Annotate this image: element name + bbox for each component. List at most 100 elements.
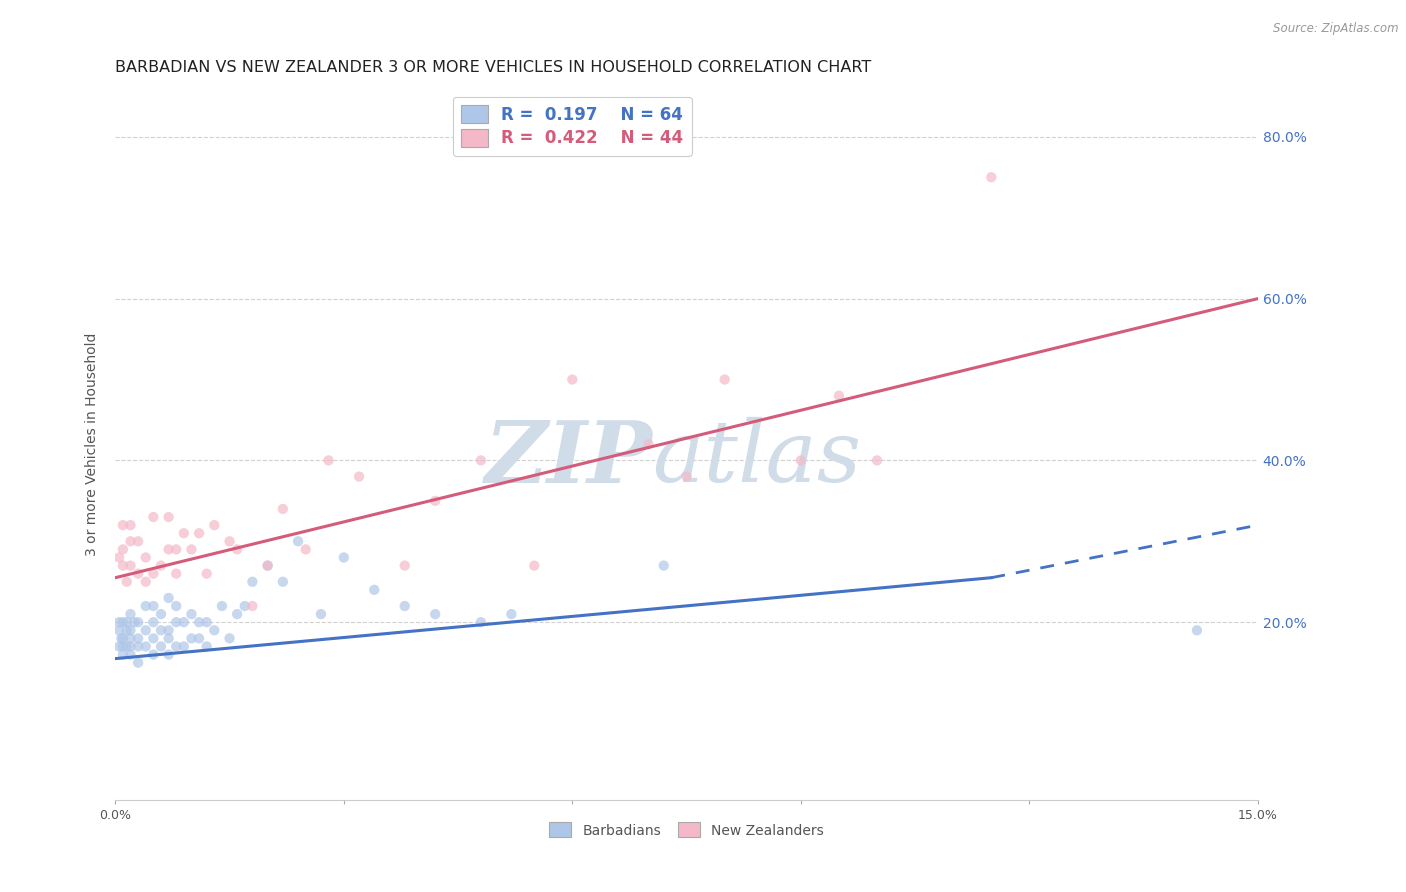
Point	[127, 566, 149, 581]
Y-axis label: 3 or more Vehicles in Household: 3 or more Vehicles in Household	[86, 333, 100, 556]
Point	[157, 510, 180, 524]
Point	[1185, 624, 1208, 638]
Point	[713, 372, 735, 386]
Point	[111, 648, 134, 662]
Point	[195, 615, 218, 630]
Point	[980, 170, 1002, 185]
Point	[120, 648, 142, 662]
Point	[142, 632, 165, 646]
Point	[142, 615, 165, 630]
Point	[157, 591, 180, 605]
Point	[111, 632, 134, 646]
Point	[165, 542, 187, 557]
Point	[188, 526, 211, 541]
Legend: Barbadians, New Zealanders: Barbadians, New Zealanders	[544, 817, 830, 843]
Point	[142, 566, 165, 581]
Point	[287, 534, 309, 549]
Point	[242, 574, 264, 589]
Point	[218, 632, 240, 646]
Point	[211, 599, 233, 613]
Point	[173, 526, 195, 541]
Point	[149, 607, 172, 621]
Point	[271, 502, 294, 516]
Point	[111, 542, 134, 557]
Point	[120, 558, 142, 573]
Text: BARBADIAN VS NEW ZEALANDER 3 OR MORE VEHICLES IN HOUSEHOLD CORRELATION CHART: BARBADIAN VS NEW ZEALANDER 3 OR MORE VEH…	[115, 60, 872, 75]
Point	[188, 615, 211, 630]
Point	[120, 534, 142, 549]
Point	[226, 542, 249, 557]
Point	[165, 566, 187, 581]
Point	[127, 632, 149, 646]
Point	[294, 542, 316, 557]
Point	[157, 542, 180, 557]
Point	[135, 599, 157, 613]
Point	[333, 550, 356, 565]
Point	[309, 607, 332, 621]
Point	[828, 389, 851, 403]
Point	[108, 640, 131, 654]
Point	[127, 640, 149, 654]
Point	[127, 534, 149, 549]
Point	[120, 632, 142, 646]
Point	[127, 615, 149, 630]
Point	[347, 469, 370, 483]
Point	[470, 615, 492, 630]
Point	[180, 632, 202, 646]
Point	[135, 640, 157, 654]
Point	[675, 469, 697, 483]
Point	[165, 599, 187, 613]
Point	[115, 574, 138, 589]
Point	[111, 640, 134, 654]
Point	[363, 582, 385, 597]
Point	[108, 615, 131, 630]
Point	[242, 599, 264, 613]
Point	[561, 372, 583, 386]
Point	[165, 615, 187, 630]
Point	[149, 640, 172, 654]
Point	[202, 624, 225, 638]
Point	[523, 558, 546, 573]
Point	[173, 615, 195, 630]
Point	[127, 656, 149, 670]
Point	[149, 558, 172, 573]
Point	[108, 624, 131, 638]
Point	[111, 558, 134, 573]
Point	[202, 518, 225, 533]
Point	[188, 632, 211, 646]
Point	[142, 599, 165, 613]
Point	[866, 453, 889, 467]
Point	[135, 574, 157, 589]
Point	[470, 453, 492, 467]
Point	[111, 518, 134, 533]
Point	[115, 615, 138, 630]
Point	[233, 599, 256, 613]
Point	[157, 624, 180, 638]
Point	[111, 615, 134, 630]
Point	[637, 437, 659, 451]
Text: atlas: atlas	[652, 417, 862, 500]
Point	[115, 640, 138, 654]
Text: ZIP: ZIP	[485, 417, 652, 500]
Point	[120, 607, 142, 621]
Point	[124, 615, 146, 630]
Point	[180, 607, 202, 621]
Point	[501, 607, 523, 621]
Point	[425, 607, 447, 621]
Point	[120, 518, 142, 533]
Point	[195, 566, 218, 581]
Point	[256, 558, 278, 573]
Point	[226, 607, 249, 621]
Point	[142, 510, 165, 524]
Point	[115, 624, 138, 638]
Point	[120, 640, 142, 654]
Point	[318, 453, 340, 467]
Text: Source: ZipAtlas.com: Source: ZipAtlas.com	[1274, 22, 1399, 36]
Point	[165, 640, 187, 654]
Point	[394, 558, 416, 573]
Point	[157, 648, 180, 662]
Point	[256, 558, 278, 573]
Point	[195, 640, 218, 654]
Point	[173, 640, 195, 654]
Point	[652, 558, 675, 573]
